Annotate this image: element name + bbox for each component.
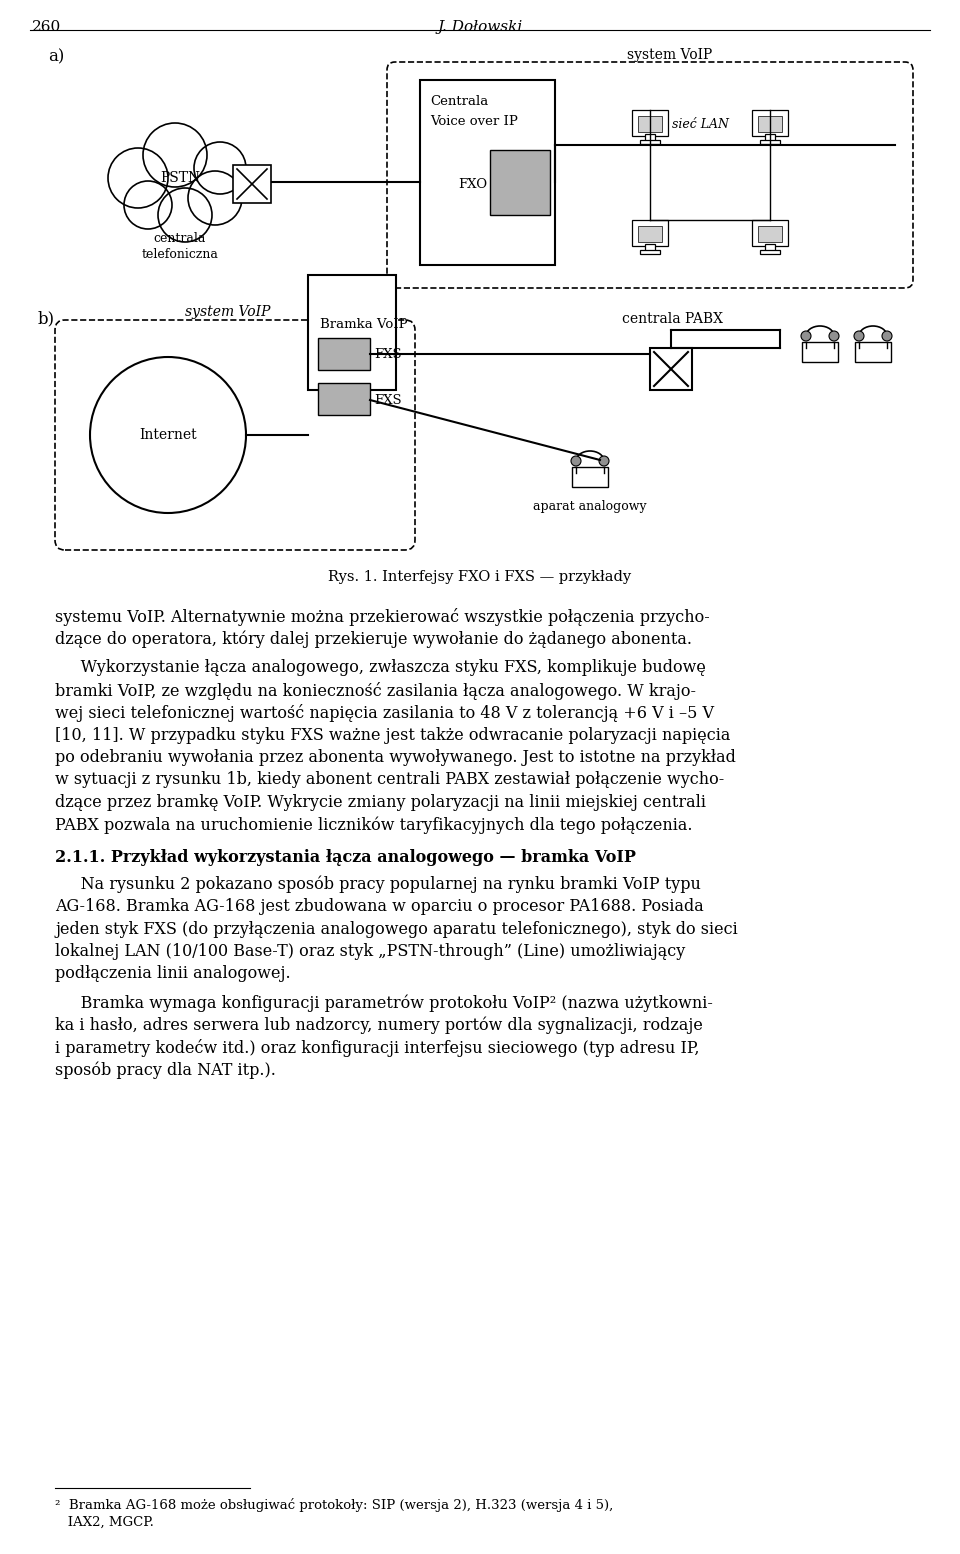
Text: Centrala: Centrala (430, 95, 489, 107)
Text: Na rysunku 2 pokazano sposób pracy popularnej na rynku bramki VoIP typu: Na rysunku 2 pokazano sposób pracy popul… (55, 875, 701, 894)
Text: 260: 260 (32, 20, 61, 34)
Bar (318, 382, 370, 415)
Bar (640, 140, 660, 145)
Text: IAX2, MGCP.: IAX2, MGCP. (55, 1517, 154, 1529)
Circle shape (801, 331, 811, 340)
Text: dzące do operatora, który dalej przekieruje wywołanie do żądanego abonenta.: dzące do operatora, który dalej przekier… (55, 631, 692, 648)
Bar (645, 244, 655, 252)
Text: Bramka wymaga konfiguracji parametrów protokołu VoIP² (nazwa użytkowni-: Bramka wymaga konfiguracji parametrów pr… (55, 995, 713, 1012)
Text: Rys. 1. Interfejsy FXO i FXS — przykłady: Rys. 1. Interfejsy FXO i FXS — przykłady (328, 570, 632, 584)
Text: w sytuacji z rysunku 1b, kiedy abonent centrali PABX zestawiał połączenie wycho-: w sytuacji z rysunku 1b, kiedy abonent c… (55, 771, 724, 788)
Text: [10, 11]. W przypadku styku FXS ważne jest także odwracanie polaryzacji napięcia: [10, 11]. W przypadku styku FXS ważne je… (55, 727, 731, 743)
Bar (760, 140, 780, 145)
Bar (490, 151, 550, 214)
Bar (760, 250, 780, 253)
Text: centrala: centrala (154, 232, 206, 246)
Circle shape (854, 331, 864, 340)
Bar (650, 348, 692, 390)
Bar (802, 342, 838, 362)
Text: sposób pracy dla NAT itp.).: sposób pracy dla NAT itp.). (55, 1061, 276, 1078)
Text: ²  Bramka AG-168 może obsługiwać protokoły: SIP (wersja 2), H.323 (wersja 4 i 5): ² Bramka AG-168 może obsługiwać protokoł… (55, 1498, 613, 1512)
Bar (638, 225, 662, 242)
Bar (308, 275, 396, 390)
Bar (758, 225, 782, 242)
Bar (758, 117, 782, 132)
Text: a): a) (48, 48, 64, 65)
Circle shape (188, 171, 242, 225)
Text: PSTN: PSTN (160, 171, 200, 185)
Text: FXO: FXO (458, 179, 487, 191)
Bar (233, 165, 271, 204)
Text: Wykorzystanie łącza analogowego, zwłaszcza styku FXS, komplikuje budowę: Wykorzystanie łącza analogowego, zwłaszc… (55, 659, 706, 676)
Bar (632, 221, 668, 246)
Circle shape (194, 141, 246, 194)
Circle shape (829, 331, 839, 340)
Circle shape (158, 188, 212, 242)
Circle shape (108, 148, 168, 208)
Text: i parametry kodećw itd.) oraz konfiguracji interfejsu sieciowego (typ adresu IP,: i parametry kodećw itd.) oraz konfigurac… (55, 1040, 700, 1057)
Text: system VoIP: system VoIP (185, 305, 271, 319)
Text: J. Dołowski: J. Dołowski (438, 20, 522, 34)
Text: centrala PABX: centrala PABX (621, 312, 723, 326)
Text: b): b) (38, 309, 55, 326)
Text: dzące przez bramkę VoIP. Wykrycie zmiany polaryzacji na linii miejskiej centrali: dzące przez bramkę VoIP. Wykrycie zmiany… (55, 794, 706, 811)
Text: FXS: FXS (374, 348, 401, 362)
Text: telefoniczna: telefoniczna (141, 249, 219, 261)
Bar (752, 221, 788, 246)
Circle shape (599, 455, 609, 466)
Circle shape (882, 331, 892, 340)
Text: aparat analogowy: aparat analogowy (533, 500, 647, 513)
Circle shape (143, 123, 207, 186)
Text: PABX pozwala na uruchomienie liczników taryfikacyjnych dla tego połączenia.: PABX pozwala na uruchomienie liczników t… (55, 816, 692, 834)
Text: ka i hasło, adres serwera lub nadzorcy, numery portów dla sygnalizacji, rodzaje: ka i hasło, adres serwera lub nadzorcy, … (55, 1016, 703, 1033)
Text: Internet: Internet (139, 427, 197, 441)
Bar (855, 342, 891, 362)
Text: sieć LAN: sieć LAN (671, 118, 729, 131)
Text: AG-168. Bramka AG-168 jest zbudowana w oparciu o procesor PA1688. Posiada: AG-168. Bramka AG-168 jest zbudowana w o… (55, 898, 704, 915)
Text: podłączenia linii analogowej.: podłączenia linii analogowej. (55, 965, 291, 982)
Bar (632, 110, 668, 137)
Text: po odebraniu wywołania przez abonenta wywoływanego. Jest to istotne na przykład: po odebraniu wywołania przez abonenta wy… (55, 749, 736, 766)
Text: Bramka VoIP: Bramka VoIP (320, 319, 408, 331)
Text: 2.1.1. Przykład wykorzystania łącza analogowego — bramka VoIP: 2.1.1. Przykład wykorzystania łącza anal… (55, 848, 636, 866)
Bar (640, 250, 660, 253)
Text: lokalnej LAN (10/100 Base-T) oraz styk „PSTN-through” (Line) umożliwiający: lokalnej LAN (10/100 Base-T) oraz styk „… (55, 943, 685, 960)
Circle shape (124, 180, 172, 228)
Bar (752, 110, 788, 137)
Circle shape (90, 357, 246, 513)
Text: jeden styk FXS (do przyłączenia analogowego aparatu telefonicznego), styk do sie: jeden styk FXS (do przyłączenia analogow… (55, 920, 737, 937)
Bar (645, 134, 655, 141)
Text: FXS: FXS (374, 393, 401, 407)
Text: system VoIP: system VoIP (628, 48, 712, 62)
Text: bramki VoIP, ze względu na konieczność zasilania łącza analogowego. W krajo-: bramki VoIP, ze względu na konieczność z… (55, 682, 696, 699)
Bar (765, 134, 775, 141)
Bar (638, 117, 662, 132)
Bar (420, 79, 555, 266)
Text: wej sieci telefonicznej wartość napięcia zasilania to 48 V z tolerancją +6 V i –: wej sieci telefonicznej wartość napięcia… (55, 704, 714, 723)
Text: Voice over IP: Voice over IP (430, 115, 517, 127)
Circle shape (571, 455, 581, 466)
Bar (572, 468, 608, 486)
Bar (318, 339, 370, 370)
Bar (765, 244, 775, 252)
Text: systemu VoIP. Alternatywnie można przekierować wszystkie połączenia przycho-: systemu VoIP. Alternatywnie można przeki… (55, 608, 709, 626)
